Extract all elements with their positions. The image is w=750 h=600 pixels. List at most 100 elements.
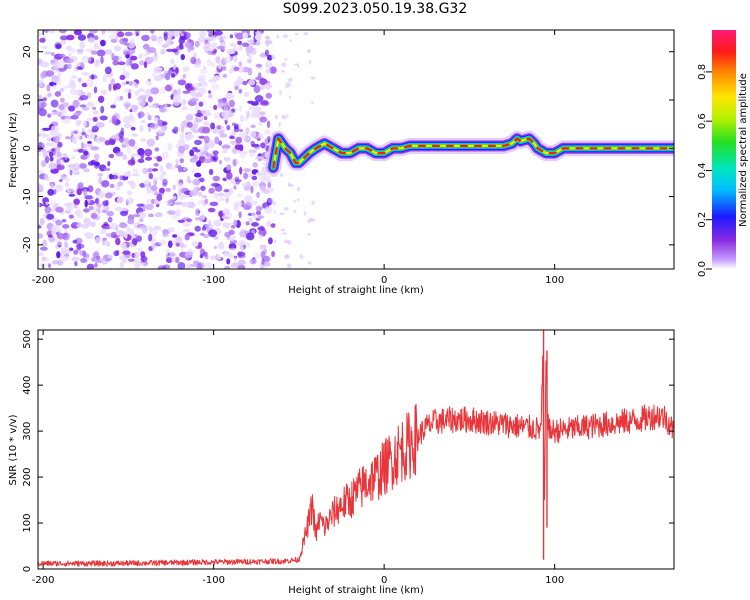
noise-speckle xyxy=(94,262,98,268)
noise-speckle xyxy=(64,242,69,248)
noise-speckle xyxy=(77,148,84,153)
noise-speckle xyxy=(127,92,132,99)
noise-speckle xyxy=(257,226,265,231)
noise-speckle xyxy=(134,251,140,259)
x-tick-label: 100 xyxy=(545,575,564,586)
noise-speckle xyxy=(310,76,316,80)
snr-y-ticks: 0 100 200 300 400 500 xyxy=(22,330,674,572)
noise-speckle xyxy=(138,94,148,99)
noise-speckle xyxy=(264,137,269,146)
noise-speckle xyxy=(233,66,240,72)
noise-speckle xyxy=(103,254,107,259)
noise-speckle xyxy=(87,129,93,134)
noise-speckle xyxy=(76,188,83,196)
noise-speckle xyxy=(185,135,191,141)
noise-speckle xyxy=(92,110,99,115)
noise-speckle xyxy=(218,241,225,250)
noise-speckle xyxy=(48,151,54,158)
noise-speckle xyxy=(122,250,131,255)
noise-speckle xyxy=(216,197,225,202)
noise-speckle xyxy=(249,258,257,265)
noise-speckle xyxy=(84,232,93,238)
noise-speckle xyxy=(287,77,293,82)
noise-speckle xyxy=(229,42,237,47)
noise-speckle xyxy=(229,136,236,140)
noise-speckle xyxy=(108,83,112,92)
noise-speckle xyxy=(279,90,282,96)
noise-speckle xyxy=(212,156,217,161)
noise-speckle xyxy=(192,94,197,99)
noise-speckle xyxy=(146,198,151,203)
noise-speckle xyxy=(165,253,170,259)
noise-speckle xyxy=(43,173,49,181)
noise-speckle xyxy=(265,68,272,74)
noise-speckle xyxy=(191,82,200,89)
noise-speckle xyxy=(237,251,246,257)
noise-speckle xyxy=(286,263,292,269)
noise-speckle xyxy=(96,203,103,208)
noise-speckle xyxy=(166,48,174,53)
noise-speckle xyxy=(126,197,134,205)
noise-speckle xyxy=(129,181,136,189)
noise-speckle xyxy=(307,49,311,54)
noise-speckle xyxy=(38,82,43,87)
x-tick-label: -100 xyxy=(202,275,225,286)
noise-speckle xyxy=(100,228,107,233)
noise-speckle xyxy=(233,256,238,263)
noise-speckle xyxy=(74,210,80,216)
noise-speckle xyxy=(173,126,179,134)
snr-panel: -200 -100 0 100 0 100 200 300 400 500 Height of … xyxy=(8,329,675,596)
noise-speckle xyxy=(56,241,63,246)
noise-speckle xyxy=(233,55,238,63)
noise-speckle xyxy=(153,162,159,167)
noise-speckle xyxy=(201,194,208,199)
noise-speckle xyxy=(247,100,254,104)
noise-speckle xyxy=(194,40,200,48)
noise-speckle xyxy=(149,228,158,236)
noise-speckle xyxy=(40,72,46,80)
noise-speckle xyxy=(116,228,120,237)
noise-speckle xyxy=(246,232,255,241)
noise-speckle xyxy=(54,146,61,154)
noise-speckle xyxy=(242,183,247,187)
noise-speckle xyxy=(287,240,292,245)
noise-speckle xyxy=(166,257,173,264)
noise-speckle xyxy=(55,206,64,213)
noise-speckle xyxy=(108,153,115,159)
noise-speckle xyxy=(182,90,191,94)
noise-speckle xyxy=(193,63,202,69)
noise-speckle xyxy=(78,163,87,169)
noise-speckle xyxy=(48,30,55,34)
noise-speckle xyxy=(88,205,94,211)
noise-speckle xyxy=(264,49,270,57)
y-tick-label: 0 xyxy=(22,145,33,151)
noise-speckle xyxy=(208,168,214,176)
noise-speckle xyxy=(55,43,62,49)
noise-speckle xyxy=(203,121,210,126)
noise-speckle xyxy=(52,84,57,90)
noise-speckle xyxy=(127,147,132,155)
snr-x-ticks: -200 -100 0 100 xyxy=(32,330,564,586)
noise-speckle xyxy=(132,214,140,218)
noise-speckle xyxy=(233,205,240,212)
noise-speckle xyxy=(260,142,266,149)
noise-speckle xyxy=(196,160,202,167)
noise-speckle xyxy=(167,69,173,76)
x-tick-label: 0 xyxy=(381,275,387,286)
spectrogram-x-ticks: -200 -100 0 100 xyxy=(32,30,564,286)
noise-speckle xyxy=(58,104,65,111)
noise-speckle xyxy=(264,61,273,69)
y-tick-label: 10 xyxy=(22,94,33,107)
noise-speckle xyxy=(254,252,260,260)
noise-speckle xyxy=(175,158,179,167)
noise-speckle xyxy=(100,105,105,114)
noise-speckle xyxy=(203,115,208,121)
noise-speckle xyxy=(181,98,187,106)
noise-speckle xyxy=(214,245,217,250)
noise-speckle xyxy=(197,199,202,206)
noise-speckle xyxy=(45,70,55,77)
noise-speckle xyxy=(294,33,299,36)
noise-speckle xyxy=(297,64,300,68)
noise-speckle xyxy=(165,248,171,254)
noise-speckle xyxy=(207,30,215,34)
